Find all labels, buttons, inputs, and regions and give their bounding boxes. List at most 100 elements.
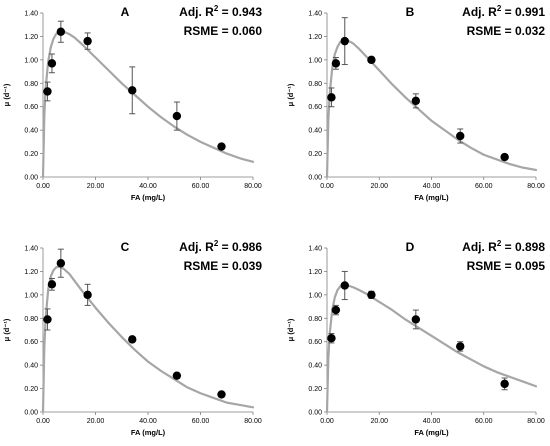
x-tick-label: 0.00 xyxy=(36,183,50,190)
data-point xyxy=(47,280,57,289)
y-tick-label: 1.00 xyxy=(308,57,322,64)
y-tick-label: 0.20 xyxy=(24,386,38,393)
y-tick-label: 1.20 xyxy=(308,269,322,276)
y-tick-label: 0.60 xyxy=(308,339,322,346)
y-tick-label: 0.80 xyxy=(24,316,38,323)
x-axis-label: FA (mg/L) xyxy=(131,428,166,437)
x-tick-label: 60.00 xyxy=(192,183,210,190)
y-axis-label: μ (d⁻¹) xyxy=(2,83,11,106)
data-point xyxy=(331,305,341,315)
rsme-label: RSME = 0.060 xyxy=(184,24,263,38)
data-point xyxy=(500,152,509,162)
y-tick-label: 0.40 xyxy=(24,128,38,135)
x-axis-label: FA (mg/L) xyxy=(131,193,166,202)
x-tick-label: 40.00 xyxy=(139,183,157,190)
fit-curve xyxy=(325,283,538,414)
x-tick-label: 80.00 xyxy=(244,183,262,190)
y-tick-label: 0.20 xyxy=(308,386,322,393)
adj-r2-label: Adj. R2 = 0.943 xyxy=(179,4,262,19)
x-tick-label: 20.00 xyxy=(370,418,388,425)
fit-curve xyxy=(41,30,255,179)
y-tick-label: 1.20 xyxy=(24,34,38,41)
data-point xyxy=(217,142,226,151)
x-tick-label: 40.00 xyxy=(139,418,157,425)
x-tick-label: 0.00 xyxy=(36,418,50,425)
panel-letter: C xyxy=(121,240,130,254)
y-tick-label: 1.40 xyxy=(308,11,322,18)
adj-r2-label: Adj. R2 = 0.986 xyxy=(179,239,262,254)
data-point xyxy=(367,290,376,300)
y-tick-label: 0.80 xyxy=(308,81,322,88)
data-point xyxy=(327,334,336,343)
x-tick-label: 0.00 xyxy=(320,183,334,190)
y-tick-label: 1.40 xyxy=(24,11,38,18)
data-point xyxy=(411,315,421,324)
fit-curve xyxy=(41,265,255,414)
data-point xyxy=(456,342,465,351)
chart-panel-a: 0.00 0.20 0.40 0.60 0.80 1.00 1.20 1.40 0.00 20.0… xyxy=(2,4,262,202)
data-point xyxy=(56,259,66,268)
y-tick-label: 0.40 xyxy=(308,128,322,135)
data-point xyxy=(56,27,66,36)
x-tick-label: 40.00 xyxy=(423,183,441,190)
y-axis-label: μ (d⁻¹) xyxy=(286,318,295,341)
y-tick-label: 0.00 xyxy=(308,410,322,417)
adj-r2-label: Adj. R2 = 0.898 xyxy=(462,239,545,254)
y-tick-label: 0.00 xyxy=(308,175,322,182)
x-tick-label: 60.00 xyxy=(192,418,210,425)
chart-panel-b: 0.00 0.20 0.40 0.60 0.80 1.00 1.20 1.40 0.00 20.0… xyxy=(286,4,545,202)
rsme-label: RSME = 0.039 xyxy=(184,259,263,273)
x-tick-label: 80.00 xyxy=(527,183,545,190)
y-tick-label: 0.60 xyxy=(24,339,38,346)
y-tick-label: 0.60 xyxy=(24,104,38,111)
y-axis-label: μ (d⁻¹) xyxy=(2,318,11,341)
x-tick-label: 40.00 xyxy=(423,418,441,425)
data-point xyxy=(340,36,349,46)
panel-letter: D xyxy=(406,240,415,254)
y-tick-label: 0.40 xyxy=(308,363,322,370)
y-tick-label: 0.80 xyxy=(308,316,322,323)
y-tick-label: 1.20 xyxy=(24,269,38,276)
chart-panel-c: 0.00 0.20 0.40 0.60 0.80 1.00 1.20 1.40 0.00 20.0… xyxy=(2,239,262,437)
data-point xyxy=(128,86,137,95)
y-axis-label: μ (d⁻¹) xyxy=(286,83,295,106)
data-point xyxy=(500,379,509,389)
y-tick-label: 1.00 xyxy=(24,57,38,64)
x-tick-label: 60.00 xyxy=(475,418,493,425)
panel-letter: B xyxy=(406,5,415,19)
data-point xyxy=(43,87,52,96)
x-tick-label: 60.00 xyxy=(475,183,493,190)
x-axis-label: FA (mg/L) xyxy=(414,193,449,202)
data-point xyxy=(47,59,57,68)
data-point xyxy=(217,390,226,399)
x-tick-label: 20.00 xyxy=(87,418,105,425)
data-point xyxy=(340,281,349,290)
data-point xyxy=(83,36,92,46)
x-tick-label: 20.00 xyxy=(87,183,105,190)
y-tick-label: 1.40 xyxy=(24,246,38,253)
x-axis-label: FA (mg/L) xyxy=(414,428,449,437)
data-point xyxy=(456,131,465,141)
data-point xyxy=(43,315,52,324)
data-point xyxy=(327,93,336,102)
y-tick-label: 1.40 xyxy=(308,246,322,253)
panel-letter: A xyxy=(121,5,130,19)
data-point xyxy=(367,55,376,65)
data-point xyxy=(172,371,182,380)
x-tick-label: 80.00 xyxy=(244,418,262,425)
data-point xyxy=(172,111,182,121)
y-tick-label: 1.00 xyxy=(24,292,38,299)
x-tick-label: 20.00 xyxy=(370,183,388,190)
data-point xyxy=(128,335,137,344)
y-tick-label: 0.00 xyxy=(24,410,38,417)
data-point xyxy=(331,59,341,68)
y-tick-label: 0.20 xyxy=(24,151,38,158)
y-tick-label: 0.80 xyxy=(24,81,38,88)
y-tick-label: 0.40 xyxy=(24,363,38,370)
y-tick-label: 1.00 xyxy=(308,292,322,299)
chart-panel-d: 0.00 0.20 0.40 0.60 0.80 1.00 1.20 1.40 0.00 20.0… xyxy=(286,239,545,437)
y-tick-label: 1.20 xyxy=(308,34,322,41)
y-tick-label: 0.20 xyxy=(308,151,322,158)
x-tick-label: 80.00 xyxy=(527,418,545,425)
